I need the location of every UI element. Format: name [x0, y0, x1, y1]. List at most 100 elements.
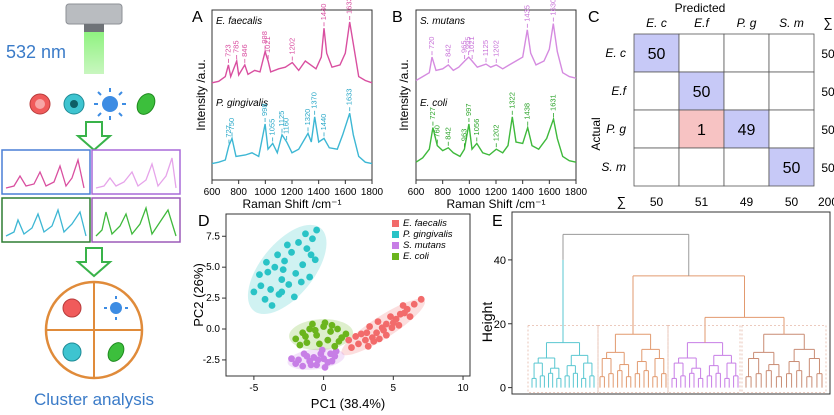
pca-point: [370, 337, 378, 345]
x-tick-label: 1200: [281, 187, 304, 198]
x-tick-label: 1200: [485, 187, 508, 198]
x-tick-label: 1800: [565, 187, 588, 198]
peak-label: 998: [260, 31, 269, 44]
x-tick-label: 600: [204, 187, 221, 198]
cluster-cut-box: [667, 324, 741, 393]
pca-point: [399, 302, 407, 309]
pg-spectrum-line: [211, 112, 373, 165]
panel-d-xlabel: PC1 (38.4%): [311, 396, 385, 411]
peak-label: 846: [240, 44, 249, 57]
col-header: S. m: [779, 16, 804, 30]
matrix-cell: [768, 109, 815, 149]
peak-label: 1055: [268, 119, 277, 136]
panel-b-series-top-name: S. mutans: [420, 16, 465, 27]
peak-label: 1440: [319, 114, 328, 131]
pca-point: [297, 278, 305, 286]
x-tick-label: 1400: [308, 187, 331, 198]
pca-point: [388, 324, 396, 332]
coccus-red-icon: [62, 298, 82, 318]
legend-swatch: [392, 231, 399, 238]
legend-label: E. coli: [403, 251, 430, 262]
ec-spectrum-line: [415, 116, 577, 163]
row-header: E.f: [611, 84, 627, 98]
pca-point: [263, 258, 270, 266]
pca-point: [261, 295, 269, 303]
pca-point: [392, 315, 400, 323]
panel-b-x-ticks: 600 800 1000 1200 1400 1600 1800: [408, 180, 588, 198]
matrix-cell-value: 1: [697, 122, 706, 139]
confidence-ellipse: [247, 224, 327, 315]
peak-label: 1633: [345, 0, 354, 14]
peak-label: 1125: [277, 111, 286, 127]
panel-e-ylabel: Height: [479, 302, 495, 343]
pca-point: [268, 302, 276, 309]
x-tick-label: 0: [321, 383, 327, 394]
pca-point: [357, 330, 365, 338]
pca-point: [342, 330, 350, 338]
x-tick-label: 5: [391, 383, 397, 394]
pca-point: [374, 318, 382, 325]
peak-label: 760: [432, 125, 441, 138]
sm-spectrum-line: [415, 23, 577, 82]
matrix-cell: [678, 33, 725, 73]
x-tick-label: -5: [249, 383, 258, 394]
legend-swatch: [392, 253, 399, 260]
row-sum: 50: [821, 47, 834, 61]
row-header: E. c: [605, 46, 626, 60]
x-tick-label: 10: [457, 383, 469, 394]
pca-point: [335, 337, 343, 345]
y-tick-label: 0.0: [206, 324, 220, 335]
pca-point: [328, 321, 336, 329]
pca-point: [313, 226, 321, 234]
pca-point: [410, 300, 418, 308]
pca-point: [302, 230, 309, 238]
pca-point: [303, 339, 311, 347]
pca-point: [303, 245, 311, 253]
panel-b-series-bottom-name: E. coli: [420, 98, 448, 109]
peak-label: 842: [443, 44, 452, 57]
panel-label-d: D: [198, 213, 210, 230]
bacteria-icon-row: [29, 88, 156, 120]
peak-label: 995: [464, 37, 473, 50]
pca-point: [309, 235, 316, 243]
pca-point: [324, 336, 332, 344]
pca-point: [314, 356, 322, 364]
pca-point: [321, 319, 329, 327]
pca-point: [290, 293, 298, 301]
pca-point: [299, 261, 307, 269]
matrix-cell: [723, 147, 770, 187]
y-tick-label: -2.5: [203, 355, 221, 366]
matrix-cell-value: 50: [783, 160, 801, 177]
matrix-cell: [768, 147, 815, 187]
panel-b-ylabel: Intensity /a.u.: [397, 59, 411, 130]
pca-point: [380, 326, 387, 334]
matrix-cell: [723, 71, 770, 111]
x-tick-label: 800: [230, 187, 247, 198]
x-tick-label: 1000: [254, 187, 277, 198]
pca-point: [307, 251, 315, 259]
pca-point: [295, 356, 302, 364]
laser-nozzle: [84, 24, 104, 32]
pca-point: [288, 248, 295, 256]
matrix-cell: [678, 147, 725, 187]
panel-label-b: B: [392, 9, 403, 26]
matrix-cell: [678, 71, 725, 111]
laser-head: [65, 3, 123, 25]
pca-point: [279, 266, 287, 274]
pca-point: [288, 355, 295, 363]
bacillus-green-icon: [136, 93, 156, 115]
pca-point: [348, 344, 355, 351]
cluster-result-diagram: [44, 280, 144, 380]
virus-blue-icon: [94, 88, 126, 120]
legend-label: P. gingivalis: [403, 229, 453, 240]
pca-point: [316, 340, 323, 348]
coccus-teal-icon: [62, 342, 82, 362]
panel-a: A Intensity /a.u. Raman Shift /cm⁻¹ E. f…: [192, 0, 384, 211]
matrix-cell: [768, 33, 815, 73]
dendrogram-tree: [527, 233, 827, 393]
panel-label-e: E: [492, 213, 503, 230]
peak-label: 723: [223, 44, 232, 57]
grand-total: 200: [818, 195, 834, 209]
peak-label: 1056: [472, 119, 481, 136]
